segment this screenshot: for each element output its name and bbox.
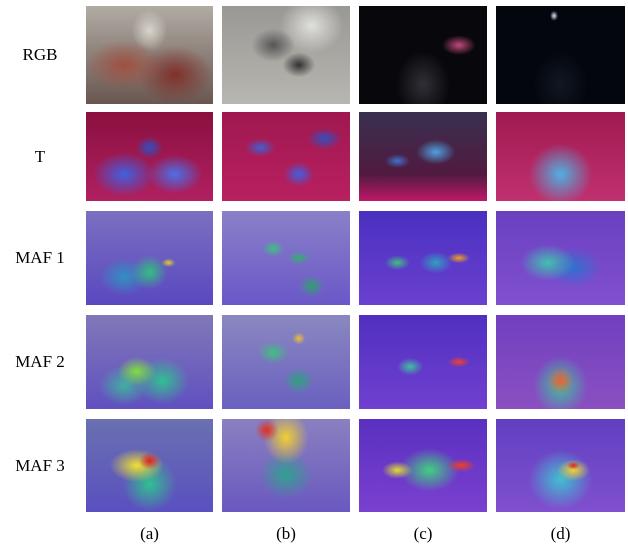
image-cell (496, 419, 625, 512)
image-cell (359, 315, 487, 409)
row-label: MAF 1 (0, 248, 80, 268)
row-label: T (0, 147, 80, 167)
image-cell (86, 6, 213, 104)
column-label: (a) (86, 524, 213, 544)
image-cell (359, 6, 487, 104)
row-label: MAF 3 (0, 456, 80, 476)
image-cell (86, 315, 213, 409)
image-cell (496, 112, 625, 201)
column-label: (b) (222, 524, 350, 544)
image-cell (222, 211, 350, 305)
image-cell (222, 315, 350, 409)
image-cell (359, 112, 487, 201)
image-cell (86, 211, 213, 305)
image-cell (86, 112, 213, 201)
image-cell (222, 112, 350, 201)
image-cell (222, 6, 350, 104)
image-cell (496, 211, 625, 305)
row-label: MAF 2 (0, 352, 80, 372)
image-cell (359, 419, 487, 512)
figure: RGB T MAF 1 MAF 2 MAF 3 (a) (b) (c) (d) (0, 0, 628, 546)
column-label: (c) (359, 524, 487, 544)
row-label: RGB (0, 45, 80, 65)
image-cell (86, 419, 213, 512)
image-cell (359, 211, 487, 305)
image-cell (222, 419, 350, 512)
column-label: (d) (496, 524, 625, 544)
image-cell (496, 6, 625, 104)
image-cell (496, 315, 625, 409)
